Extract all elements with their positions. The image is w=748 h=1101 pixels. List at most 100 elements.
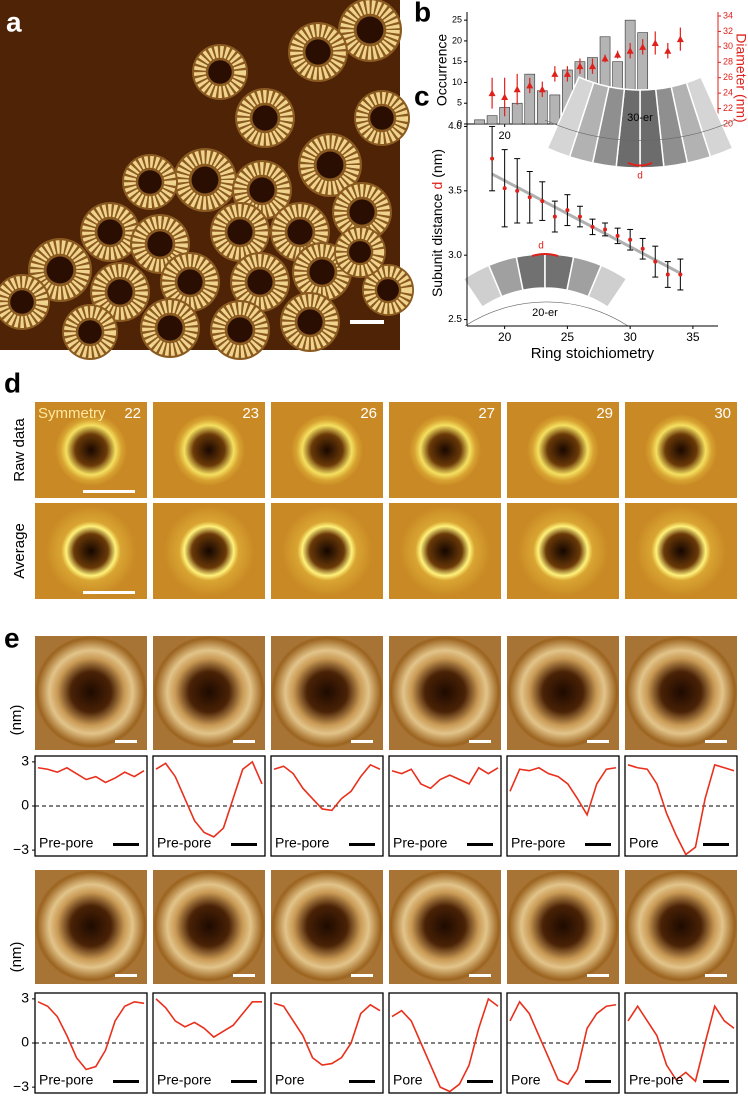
y-tick-label: −3 bbox=[13, 841, 29, 857]
point bbox=[563, 70, 571, 77]
particle-image bbox=[164, 405, 254, 495]
profile-line bbox=[391, 766, 499, 790]
y-axis-label-text: Subunit distance bbox=[429, 193, 445, 297]
x-tick-label: 20 bbox=[499, 130, 511, 142]
scale-bar bbox=[469, 974, 491, 977]
afm-particle bbox=[389, 636, 501, 748]
y-axis-label-symbol: d bbox=[429, 182, 445, 190]
scale-bar bbox=[703, 1080, 729, 1083]
panel-label: e bbox=[4, 622, 20, 653]
y2-axis-label: Diameter (nm) bbox=[733, 33, 748, 122]
ring bbox=[232, 254, 288, 310]
bar bbox=[474, 119, 485, 125]
point bbox=[501, 93, 509, 100]
bar bbox=[511, 102, 523, 125]
symmetry-value: 27 bbox=[478, 405, 495, 422]
point bbox=[589, 62, 596, 70]
profile-label: Pre-pore bbox=[39, 835, 94, 851]
ring-pore bbox=[305, 39, 331, 65]
ring bbox=[272, 204, 328, 260]
y2-tick-label: 28 bbox=[723, 57, 733, 67]
symmetry-value: 29 bbox=[596, 405, 613, 422]
ring-layer bbox=[0, 0, 414, 360]
y-tick-label: 3 bbox=[21, 753, 29, 769]
ring bbox=[82, 204, 138, 260]
y2-tick-label: 20 bbox=[723, 118, 733, 128]
ring-pore bbox=[10, 290, 34, 314]
ring-pore bbox=[287, 219, 313, 245]
ring-pore bbox=[309, 259, 335, 285]
scale-bar bbox=[113, 1080, 139, 1083]
ring bbox=[334, 184, 390, 240]
ring-pore bbox=[349, 241, 371, 263]
profile-label: Pre-pore bbox=[393, 835, 448, 851]
scale-bar bbox=[231, 1080, 257, 1083]
afm-particle bbox=[507, 636, 619, 748]
afm-particle bbox=[35, 870, 147, 982]
ring bbox=[162, 254, 218, 310]
y2-tick-label: 26 bbox=[723, 72, 733, 82]
scale-bar bbox=[83, 490, 135, 493]
bar bbox=[549, 94, 561, 125]
x-axis-label: Ring stoichiometry bbox=[531, 345, 655, 362]
particle-image bbox=[518, 405, 608, 495]
scale-bar bbox=[233, 740, 255, 743]
symmetry-value: 23 bbox=[242, 405, 259, 422]
x-tick-label: 20 bbox=[498, 330, 512, 344]
y2-tick-label: 22 bbox=[723, 103, 733, 113]
ring-pore bbox=[356, 16, 384, 44]
annotation: d bbox=[637, 171, 643, 182]
x-tick-label: 25 bbox=[561, 330, 575, 344]
ring bbox=[363, 265, 413, 315]
row-label: Raw data bbox=[11, 418, 28, 482]
scale-bar bbox=[350, 320, 384, 324]
point bbox=[676, 35, 684, 43]
y2-tick-label: 30 bbox=[723, 41, 733, 51]
x-tick-label: 30 bbox=[623, 330, 637, 344]
ring-pore bbox=[157, 315, 183, 341]
y-tick-label: 20 bbox=[452, 35, 462, 45]
point bbox=[540, 199, 545, 204]
scale-bar bbox=[351, 740, 373, 743]
scale-bar bbox=[349, 1080, 375, 1083]
symmetry-value: 30 bbox=[714, 405, 731, 422]
afm-particle bbox=[271, 636, 383, 748]
scale-bar bbox=[115, 974, 137, 977]
ring bbox=[290, 24, 346, 80]
symmetry-value: 26 bbox=[360, 405, 377, 422]
ring-pore bbox=[227, 317, 253, 343]
symmetry-label: Symmetry bbox=[38, 405, 106, 422]
y-tick-label: 3.5 bbox=[448, 185, 462, 196]
scale-bar bbox=[351, 974, 373, 977]
profile-label: Pore bbox=[275, 1072, 305, 1088]
ring-pore bbox=[177, 269, 203, 295]
scale-bar bbox=[585, 1080, 611, 1083]
point bbox=[538, 85, 546, 93]
profile-line bbox=[155, 998, 262, 1039]
ring-pore bbox=[249, 177, 275, 203]
point bbox=[653, 259, 658, 264]
fit-line bbox=[491, 172, 682, 275]
annotation: 20-er bbox=[532, 307, 558, 319]
point bbox=[577, 214, 582, 219]
scale-bar bbox=[467, 843, 493, 846]
point bbox=[664, 47, 672, 54]
scale-bar bbox=[705, 740, 727, 743]
point bbox=[640, 246, 645, 251]
ring bbox=[92, 264, 148, 320]
ring-pore bbox=[147, 231, 173, 257]
row-label: Average bbox=[11, 523, 28, 579]
point bbox=[526, 81, 534, 89]
scale-bar bbox=[349, 843, 375, 846]
profile-line bbox=[37, 766, 145, 784]
subunit bbox=[587, 264, 628, 309]
scale-bar bbox=[231, 843, 257, 846]
point bbox=[527, 195, 532, 200]
ring-pore bbox=[191, 166, 219, 194]
point bbox=[614, 51, 622, 58]
x-tick-label: 35 bbox=[686, 330, 700, 344]
point bbox=[513, 85, 521, 93]
ring bbox=[355, 91, 409, 145]
point bbox=[665, 272, 670, 277]
